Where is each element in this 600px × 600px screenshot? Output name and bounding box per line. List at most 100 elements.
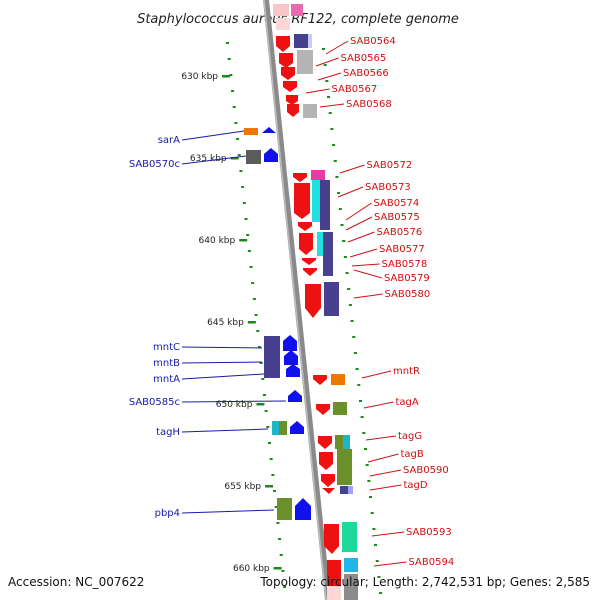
guide-dot xyxy=(274,506,278,508)
gene-label-right[interactable]: SAB0565 xyxy=(341,53,387,64)
genome-backbone xyxy=(263,0,331,600)
gene-arrow-forward[interactable] xyxy=(281,67,295,80)
gene-arrow-forward[interactable] xyxy=(316,404,330,415)
gene-block[interactable] xyxy=(264,336,280,378)
gene-arrow-forward[interactable] xyxy=(286,95,298,105)
gene-block[interactable] xyxy=(344,574,358,600)
gene-arrow-reverse[interactable] xyxy=(262,127,276,133)
gene-label-right[interactable]: SAB0566 xyxy=(343,68,389,79)
gene-label-right[interactable]: SAB0575 xyxy=(374,212,420,223)
gene-arrow-forward[interactable] xyxy=(322,488,335,494)
leader-line xyxy=(345,202,372,221)
gene-label-right[interactable]: tagB xyxy=(401,449,424,460)
gene-arrow-reverse[interactable] xyxy=(288,390,302,402)
gene-block[interactable] xyxy=(246,150,261,164)
gene-block[interactable] xyxy=(303,104,317,118)
gene-label-right[interactable]: SAB0577 xyxy=(379,244,425,255)
gene-label-left[interactable]: SAB0585c xyxy=(129,397,180,408)
gene-label-right[interactable]: tagG xyxy=(398,431,422,442)
gene-arrow-forward[interactable] xyxy=(298,222,312,231)
gene-block[interactable] xyxy=(320,180,330,230)
gene-label-right[interactable]: SAB0564 xyxy=(350,36,396,47)
guide-dot xyxy=(254,314,258,316)
leader-line xyxy=(351,263,380,267)
gene-arrow-reverse[interactable] xyxy=(283,335,297,351)
gene-arrow-reverse[interactable] xyxy=(295,498,311,520)
gene-label-right[interactable]: SAB0593 xyxy=(406,527,452,538)
gene-arrow-forward[interactable] xyxy=(321,474,335,487)
leader-line xyxy=(181,155,247,165)
gene-arrow-reverse[interactable] xyxy=(286,364,300,377)
gene-block[interactable] xyxy=(327,586,341,600)
gene-label-right[interactable]: SAB0594 xyxy=(409,557,455,568)
gene-arrow-reverse[interactable] xyxy=(244,128,258,135)
gene-block[interactable] xyxy=(308,34,312,48)
gene-label-right[interactable]: SAB0590 xyxy=(403,465,449,476)
gene-block[interactable] xyxy=(276,18,290,30)
guide-dot xyxy=(283,586,287,588)
gene-arrow-forward[interactable] xyxy=(319,452,333,470)
gene-block[interactable] xyxy=(340,486,349,494)
gene-label-right[interactable]: tagA xyxy=(396,397,419,408)
gene-block[interactable] xyxy=(348,486,353,494)
gene-block[interactable] xyxy=(337,449,352,485)
gene-block[interactable] xyxy=(323,232,333,276)
gene-arrow-forward[interactable] xyxy=(324,524,339,554)
leader-line xyxy=(181,509,275,514)
gene-arrow-forward[interactable] xyxy=(318,436,332,449)
gene-arrow-forward[interactable] xyxy=(305,284,321,318)
gene-arrow-forward[interactable] xyxy=(287,104,299,117)
gene-block[interactable] xyxy=(273,4,289,16)
gene-label-left[interactable]: pbp4 xyxy=(155,508,180,519)
gene-label-right[interactable]: SAB0574 xyxy=(374,198,420,209)
gene-block[interactable] xyxy=(279,421,287,435)
gene-arrow-forward[interactable] xyxy=(294,183,310,219)
gene-label-left[interactable]: tagH xyxy=(156,427,180,438)
gene-label-right[interactable]: SAB0568 xyxy=(346,99,392,110)
gene-arrow-reverse[interactable] xyxy=(284,350,298,365)
leader-line xyxy=(373,561,407,567)
gene-arrow-reverse[interactable] xyxy=(290,421,304,434)
gene-block[interactable] xyxy=(333,402,347,415)
gene-block[interactable] xyxy=(342,522,357,552)
gene-arrow-forward[interactable] xyxy=(293,173,307,182)
gene-label-left[interactable]: mntC xyxy=(153,342,180,353)
gene-arrow-forward[interactable] xyxy=(302,258,316,265)
gene-arrow-reverse[interactable] xyxy=(264,148,278,162)
gene-block[interactable] xyxy=(317,232,326,256)
gene-block[interactable] xyxy=(291,4,303,16)
gene-label-right[interactable]: tagD xyxy=(404,480,428,491)
gene-label-right[interactable]: SAB0572 xyxy=(367,160,413,171)
gene-label-right[interactable]: SAB0567 xyxy=(332,84,378,95)
gene-label-right[interactable]: SAB0576 xyxy=(377,227,423,238)
gene-block[interactable] xyxy=(324,282,339,316)
gene-arrow-forward[interactable] xyxy=(279,53,293,68)
gene-label-left[interactable]: mntA xyxy=(153,374,180,385)
gene-label-left[interactable]: sarA xyxy=(158,135,180,146)
gene-label-left[interactable]: SAB0570c xyxy=(129,159,180,170)
gene-block[interactable] xyxy=(335,435,344,449)
gene-arrow-forward[interactable] xyxy=(299,233,313,255)
gene-arrow-forward[interactable] xyxy=(283,81,297,92)
gene-block[interactable] xyxy=(297,50,313,74)
gene-label-right[interactable]: SAB0573 xyxy=(365,182,411,193)
gene-arrow-forward[interactable] xyxy=(303,268,317,276)
gene-label-right[interactable]: mntR xyxy=(393,366,420,377)
kbp-tick-label: 630 kbp xyxy=(181,72,218,82)
gene-block[interactable] xyxy=(272,421,279,435)
gene-block[interactable] xyxy=(343,435,350,449)
gene-arrow-forward[interactable] xyxy=(313,375,327,385)
gene-label-left[interactable]: mntB xyxy=(153,358,180,369)
gene-block[interactable] xyxy=(294,34,308,48)
gene-label-right[interactable]: SAB0579 xyxy=(384,273,430,284)
gene-arrow-forward[interactable] xyxy=(276,36,290,52)
gene-block[interactable] xyxy=(344,558,358,572)
guide-dot xyxy=(330,128,334,130)
gene-block[interactable] xyxy=(311,170,325,180)
gene-label-right[interactable]: SAB0580 xyxy=(385,289,431,300)
right-gene-labels: SAB0564 SAB0565 SAB0566 SAB0567 SAB0568 SAB05… xyxy=(305,36,455,568)
gene-block[interactable] xyxy=(312,180,322,222)
gene-label-right[interactable]: SAB0578 xyxy=(382,259,428,270)
gene-block[interactable] xyxy=(277,498,292,520)
gene-block[interactable] xyxy=(331,374,345,385)
